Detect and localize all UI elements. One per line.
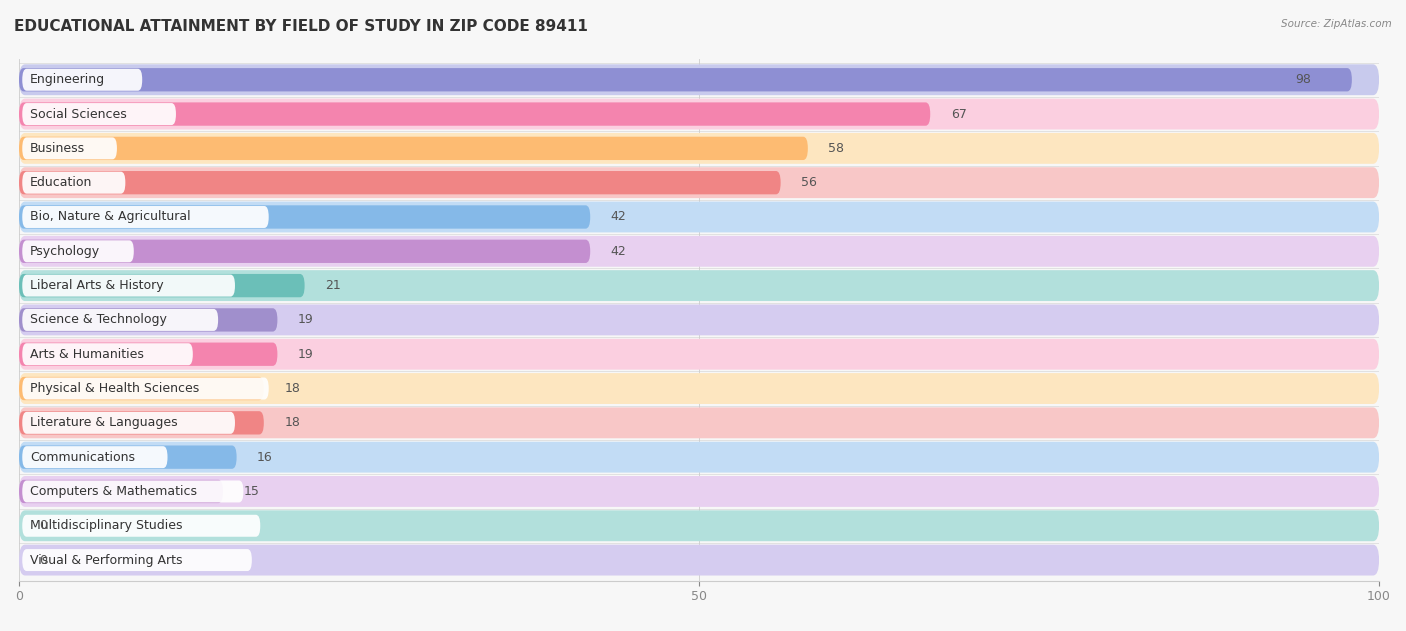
FancyBboxPatch shape — [20, 236, 1379, 267]
FancyBboxPatch shape — [20, 309, 277, 331]
FancyBboxPatch shape — [22, 240, 134, 262]
Text: 0: 0 — [39, 519, 48, 533]
FancyBboxPatch shape — [20, 98, 1379, 129]
FancyBboxPatch shape — [20, 171, 780, 194]
Text: Liberal Arts & History: Liberal Arts & History — [30, 279, 163, 292]
Text: 42: 42 — [610, 245, 627, 258]
Text: 19: 19 — [298, 314, 314, 326]
FancyBboxPatch shape — [20, 133, 1379, 164]
FancyBboxPatch shape — [20, 102, 931, 126]
FancyBboxPatch shape — [20, 274, 305, 297]
FancyBboxPatch shape — [20, 476, 1379, 507]
FancyBboxPatch shape — [20, 343, 277, 366]
Text: Visual & Performing Arts: Visual & Performing Arts — [30, 553, 183, 567]
FancyBboxPatch shape — [20, 240, 591, 263]
FancyBboxPatch shape — [22, 446, 167, 468]
FancyBboxPatch shape — [22, 309, 218, 331]
FancyBboxPatch shape — [20, 377, 264, 400]
Text: Source: ZipAtlas.com: Source: ZipAtlas.com — [1281, 19, 1392, 29]
FancyBboxPatch shape — [22, 274, 235, 297]
Text: Psychology: Psychology — [30, 245, 100, 258]
FancyBboxPatch shape — [22, 412, 235, 434]
FancyBboxPatch shape — [20, 68, 1351, 91]
FancyBboxPatch shape — [20, 339, 1379, 370]
FancyBboxPatch shape — [22, 103, 176, 125]
Text: Science & Technology: Science & Technology — [30, 314, 167, 326]
Text: 0: 0 — [39, 553, 48, 567]
FancyBboxPatch shape — [20, 167, 1379, 198]
FancyBboxPatch shape — [22, 172, 125, 194]
FancyBboxPatch shape — [22, 515, 260, 537]
Text: 21: 21 — [325, 279, 340, 292]
Text: Business: Business — [30, 142, 84, 155]
Text: 18: 18 — [284, 382, 299, 395]
Text: 19: 19 — [298, 348, 314, 361]
Text: Arts & Humanities: Arts & Humanities — [30, 348, 143, 361]
FancyBboxPatch shape — [20, 64, 1379, 95]
FancyBboxPatch shape — [22, 206, 269, 228]
Text: 18: 18 — [284, 416, 299, 429]
FancyBboxPatch shape — [22, 138, 117, 160]
Text: 42: 42 — [610, 211, 627, 223]
Text: Social Sciences: Social Sciences — [30, 107, 127, 121]
FancyBboxPatch shape — [20, 545, 1379, 575]
Text: EDUCATIONAL ATTAINMENT BY FIELD OF STUDY IN ZIP CODE 89411: EDUCATIONAL ATTAINMENT BY FIELD OF STUDY… — [14, 19, 588, 34]
FancyBboxPatch shape — [20, 270, 1379, 301]
FancyBboxPatch shape — [20, 205, 591, 228]
Text: 58: 58 — [828, 142, 844, 155]
Text: Education: Education — [30, 176, 93, 189]
FancyBboxPatch shape — [20, 411, 264, 435]
FancyBboxPatch shape — [22, 377, 269, 399]
FancyBboxPatch shape — [20, 137, 808, 160]
FancyBboxPatch shape — [20, 305, 1379, 335]
FancyBboxPatch shape — [22, 480, 243, 502]
FancyBboxPatch shape — [22, 549, 252, 571]
FancyBboxPatch shape — [20, 480, 224, 503]
Text: Bio, Nature & Agricultural: Bio, Nature & Agricultural — [30, 211, 190, 223]
Text: 67: 67 — [950, 107, 966, 121]
Text: Literature & Languages: Literature & Languages — [30, 416, 177, 429]
FancyBboxPatch shape — [20, 373, 1379, 404]
Text: Physical & Health Sciences: Physical & Health Sciences — [30, 382, 200, 395]
FancyBboxPatch shape — [20, 408, 1379, 439]
FancyBboxPatch shape — [20, 510, 1379, 541]
Text: Multidisciplinary Studies: Multidisciplinary Studies — [30, 519, 183, 533]
Text: 16: 16 — [257, 451, 273, 464]
Text: Computers & Mathematics: Computers & Mathematics — [30, 485, 197, 498]
Text: 15: 15 — [243, 485, 259, 498]
Text: Engineering: Engineering — [30, 73, 105, 86]
Text: 56: 56 — [801, 176, 817, 189]
Text: 98: 98 — [1295, 73, 1310, 86]
FancyBboxPatch shape — [22, 343, 193, 365]
FancyBboxPatch shape — [20, 445, 236, 469]
FancyBboxPatch shape — [22, 69, 142, 91]
FancyBboxPatch shape — [20, 442, 1379, 473]
FancyBboxPatch shape — [20, 201, 1379, 232]
Text: Communications: Communications — [30, 451, 135, 464]
